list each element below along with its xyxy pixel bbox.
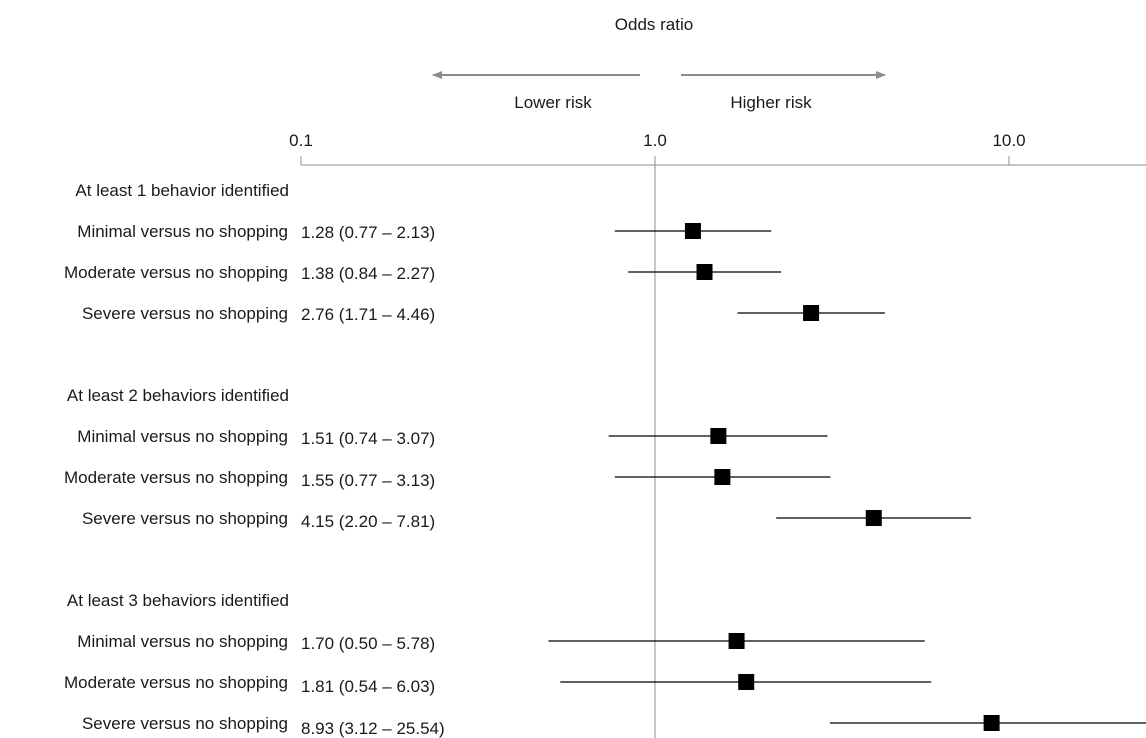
row-label: Minimal versus no shopping [77, 222, 288, 241]
ci-text: 2.76 (1.71 – 4.46) [301, 305, 435, 324]
odds-ratio-marker [728, 633, 745, 649]
ci-text: 4.15 (2.20 – 7.81) [301, 512, 435, 531]
row-label: Minimal versus no shopping [77, 427, 288, 446]
odds-ratio-marker [710, 428, 727, 444]
odds-ratio-marker [983, 715, 1000, 731]
x-tick-label: 0.1 [289, 131, 313, 150]
group-label: At least 2 behaviors identified [67, 386, 289, 405]
row-label: Minimal versus no shopping [77, 632, 288, 651]
ci-text: 1.81 (0.54 – 6.03) [301, 677, 435, 696]
group-label: At least 3 behaviors identified [67, 591, 289, 610]
odds-ratio-marker [714, 469, 731, 485]
row-label: Severe versus no shopping [82, 509, 288, 528]
x-axis: 0.1 1.0 10.0 [289, 131, 1146, 738]
higher-risk-label: Higher risk [730, 93, 812, 112]
odds-ratio-marker [738, 674, 755, 690]
ci-text: 8.93 (3.12 – 25.54) [301, 719, 445, 738]
odds-ratio-marker [803, 305, 820, 321]
forest-rows: At least 1 behavior identified Minimal ve… [64, 181, 1146, 738]
x-tick-label: 1.0 [643, 131, 667, 150]
row-label: Severe versus no shopping [82, 714, 288, 733]
odds-ratio-marker [865, 510, 882, 526]
row-label: Moderate versus no shopping [64, 673, 288, 692]
ci-text: 1.28 (0.77 – 2.13) [301, 223, 435, 242]
row-label: Moderate versus no shopping [64, 468, 288, 487]
row-label: Moderate versus no shopping [64, 263, 288, 282]
x-tick-label: 10.0 [992, 131, 1025, 150]
chart-title: Odds ratio [615, 15, 693, 34]
lower-risk-label: Lower risk [514, 93, 592, 112]
odds-ratio-marker [684, 223, 701, 239]
ci-text: 1.51 (0.74 – 3.07) [301, 429, 435, 448]
odds-ratio-marker [696, 264, 713, 280]
ci-text: 1.55 (0.77 – 3.13) [301, 471, 435, 490]
ci-text: 1.70 (0.50 – 5.78) [301, 634, 435, 653]
group-label: At least 1 behavior identified [75, 181, 289, 200]
row-label: Severe versus no shopping [82, 304, 288, 323]
ci-text: 1.38 (0.84 – 2.27) [301, 264, 435, 283]
